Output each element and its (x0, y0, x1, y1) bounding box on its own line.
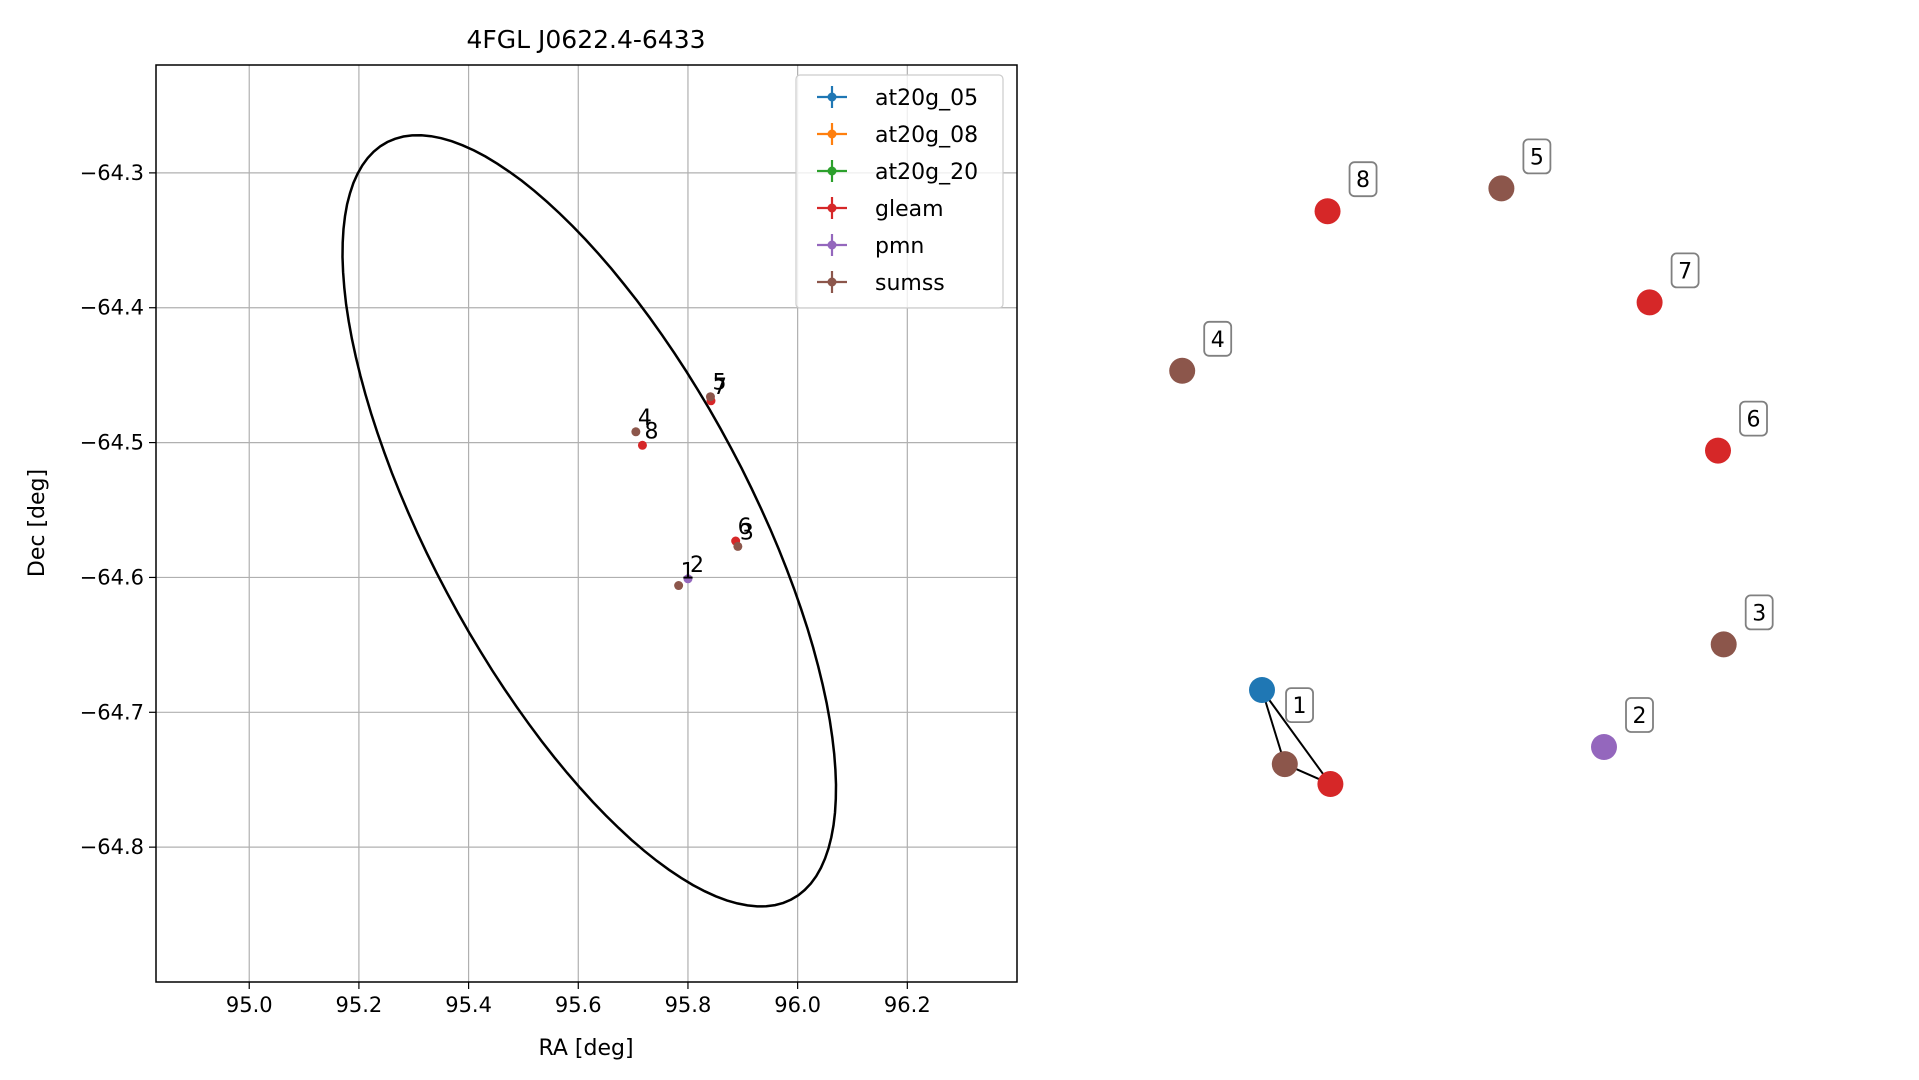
y-tick-label: −64.5 (80, 431, 144, 455)
legend-label: pmn (875, 234, 924, 259)
points-layer: 8 7 6 2 4 5 3 1 (631, 371, 754, 591)
network-edge (1261, 689, 1332, 785)
network-graph: 1 2 3 4 5 6 7 8 (1169, 138, 1774, 798)
legend-marker-dot (827, 240, 837, 250)
legend-entry-at20g_20: at20g_20 (817, 160, 978, 185)
network-node-label: 6 (1747, 408, 1761, 433)
data-point-sumss (733, 541, 743, 551)
y-tick-label: −64.6 (80, 565, 144, 589)
network-node-label-box (1522, 138, 1552, 175)
y-tick-label: −64.7 (80, 700, 144, 724)
network-nodes: 1 2 3 4 5 6 7 8 (1169, 138, 1774, 798)
uncertainty-ellipse (341, 133, 838, 908)
x-tick-label: 95.2 (336, 993, 383, 1017)
network-node (1271, 751, 1298, 778)
legend-label: gleam (875, 197, 944, 222)
network-node (1636, 289, 1663, 316)
network-node (1705, 437, 1731, 464)
ellipse-layer (341, 133, 838, 908)
x-tick-label: 95.6 (555, 993, 602, 1017)
data-point-gleam (637, 440, 647, 450)
network-node (1591, 734, 1617, 760)
network-node-label-box (1285, 687, 1314, 723)
y-tick-label: −64.8 (80, 835, 144, 859)
x-tick-label: 95.4 (445, 993, 492, 1017)
plot-frame (155, 64, 1018, 983)
x-tick-label: 95.8 (665, 993, 712, 1017)
legend-entry-gleam: gleam (817, 197, 944, 222)
legend-entry-pmn: pmn (817, 234, 924, 259)
legend-entry-at20g_08: at20g_08 (817, 123, 978, 148)
network-node (1169, 357, 1196, 384)
legend-entry-at20g_05: at20g_05 (817, 86, 978, 111)
legend-frame (795, 74, 1004, 309)
scatter-plot: 8 7 6 2 4 5 3 1 95.0 95.2 95.4 95.6 95.8 96.0 96.2 −64… (25, 25, 1018, 1061)
data-point-sumss (674, 581, 684, 591)
data-point-sumss (705, 392, 715, 402)
network-node-label-box (1625, 697, 1654, 733)
point-label: 7 (713, 375, 727, 400)
x-tick-label: 96.0 (774, 993, 821, 1017)
network-node-label: 2 (1633, 704, 1647, 729)
network-node-label: 5 (1530, 145, 1544, 170)
y-axis-label: Dec [deg] (25, 469, 50, 577)
network-node-label: 7 (1678, 259, 1692, 284)
network-node-label: 4 (1211, 328, 1225, 353)
grid (156, 65, 1017, 982)
chart-title: 4FGL J0622.4-6433 (466, 25, 705, 54)
network-node-label: 8 (1356, 168, 1370, 193)
network-node (1314, 198, 1341, 225)
legend-label: at20g_08 (875, 123, 978, 148)
network-node-label: 3 (1752, 601, 1766, 626)
legend-entry-sumss: sumss (817, 271, 945, 296)
x-axis-label: RA [deg] (538, 1036, 633, 1061)
network-node-label-box (1744, 594, 1774, 631)
ticks: 95.0 95.2 95.4 95.6 95.8 96.0 96.2 −64.3 −64.4 −6… (80, 161, 931, 1017)
network-node (1488, 175, 1515, 202)
network-node (1249, 677, 1275, 703)
legend-marker-dot (827, 92, 837, 102)
legend-marker-dot (827, 129, 837, 139)
network-node-label: 1 (1293, 694, 1307, 719)
data-point-sumss (631, 427, 641, 437)
data-point-pmn (683, 574, 693, 584)
point-label: 5 (712, 371, 726, 396)
legend-label: at20g_20 (875, 160, 978, 185)
point-label: 6 (738, 515, 752, 540)
network-node-label-box (1348, 161, 1378, 198)
legend-marker-dot (827, 203, 837, 213)
legend-marker-dot (827, 166, 837, 176)
network-node-label-box (1670, 252, 1700, 289)
x-tick-label: 96.2 (884, 993, 931, 1017)
network-node-label-box (1203, 320, 1233, 357)
point-label: 3 (740, 520, 754, 545)
network-node (1710, 631, 1737, 658)
network-node (1317, 771, 1344, 798)
point-label: 4 (638, 406, 652, 431)
network-node-label-box (1739, 400, 1768, 437)
x-tick-label: 95.0 (226, 993, 273, 1017)
y-tick-label: −64.4 (80, 296, 144, 320)
point-label: 2 (690, 553, 704, 578)
legend-label: at20g_05 (875, 86, 978, 111)
point-label: 1 (681, 560, 695, 585)
y-tick-label: −64.3 (80, 161, 144, 185)
point-label: 8 (644, 419, 658, 444)
legend-marker-dot (827, 277, 837, 287)
legend-label: sumss (875, 271, 945, 296)
